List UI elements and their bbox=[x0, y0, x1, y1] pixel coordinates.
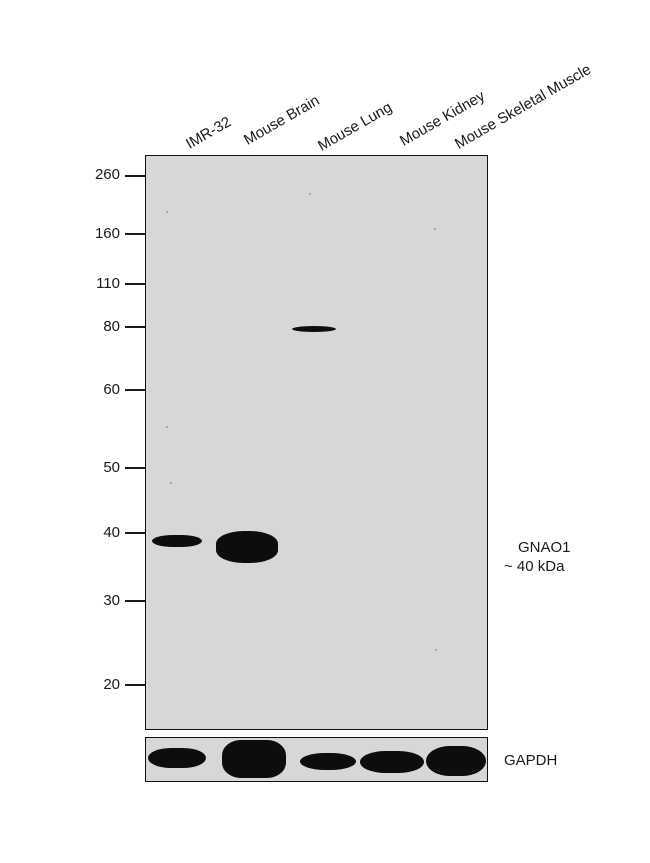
membrane-speck bbox=[309, 193, 311, 195]
band-gapdh-imr-32 bbox=[148, 748, 206, 768]
marker-tick-50 bbox=[125, 467, 145, 469]
band-gapdh-mouse-kidney bbox=[360, 751, 424, 773]
marker-tick-260 bbox=[125, 175, 145, 177]
membrane-speck bbox=[435, 649, 437, 651]
marker-260: 260 bbox=[94, 166, 120, 183]
marker-tick-40 bbox=[125, 532, 145, 534]
lane-label-mouse-lung: Mouse Lung bbox=[315, 98, 396, 155]
marker-60: 60 bbox=[103, 381, 120, 398]
band-gnao1-mouse-brain bbox=[216, 531, 278, 563]
band-gapdh-mouse-lung bbox=[300, 753, 356, 770]
blot-main-membrane bbox=[145, 155, 488, 730]
marker-40: 40 bbox=[103, 524, 120, 541]
membrane-speck bbox=[166, 426, 168, 428]
band-gapdh-mouse-skeletal-muscle bbox=[426, 746, 486, 776]
target-size-label: ~ 40 kDa bbox=[504, 558, 565, 575]
membrane-speck bbox=[434, 228, 436, 230]
target-name-label: GNAO1 bbox=[518, 539, 571, 556]
marker-tick-80 bbox=[125, 326, 145, 328]
marker-tick-20 bbox=[125, 684, 145, 686]
band-gapdh-mouse-brain bbox=[222, 740, 286, 778]
marker-50: 50 bbox=[103, 459, 120, 476]
membrane-speck bbox=[170, 482, 172, 484]
marker-tick-30 bbox=[125, 600, 145, 602]
marker-tick-160 bbox=[125, 233, 145, 235]
lane-label-imr-32: IMR-32 bbox=[183, 113, 235, 153]
marker-80: 80 bbox=[103, 318, 120, 335]
band-mouse-lung-80kda bbox=[292, 326, 336, 332]
band-gnao1-imr-32 bbox=[152, 535, 202, 547]
membrane-speck bbox=[166, 211, 168, 213]
marker-30: 30 bbox=[103, 592, 120, 609]
marker-20: 20 bbox=[103, 676, 120, 693]
marker-110: 110 bbox=[96, 275, 120, 292]
lane-label-mouse-brain: Mouse Brain bbox=[241, 91, 323, 149]
marker-tick-60 bbox=[125, 389, 145, 391]
blot-gapdh-membrane bbox=[145, 737, 488, 782]
loading-control-label: GAPDH bbox=[504, 752, 558, 769]
marker-tick-110 bbox=[125, 283, 145, 285]
marker-160: 160 bbox=[94, 225, 120, 242]
